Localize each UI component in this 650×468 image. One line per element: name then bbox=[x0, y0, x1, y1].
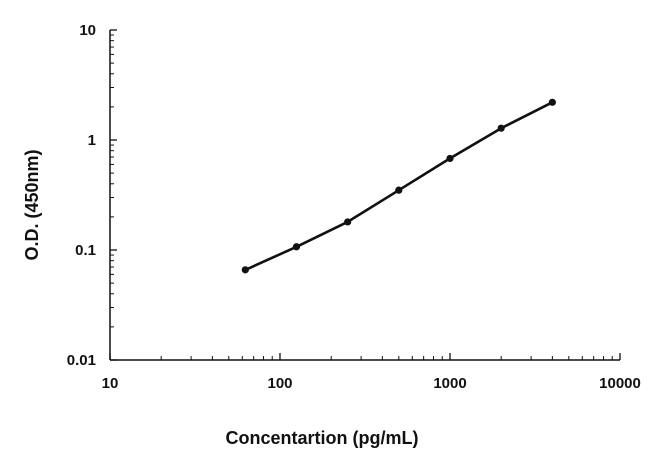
x-tick-label: 100 bbox=[267, 375, 292, 392]
x-tick-label: 10 bbox=[102, 375, 119, 392]
x-axis-ticks bbox=[109, 353, 621, 360]
y-tick-label: 1 bbox=[88, 132, 96, 149]
y-axis-title: O.D. (450nm) bbox=[22, 149, 42, 260]
data-point bbox=[497, 124, 505, 132]
data-point bbox=[344, 218, 352, 226]
x-tick-label: 1000 bbox=[433, 375, 466, 392]
x-tick-label: 10000 bbox=[599, 375, 641, 392]
data-point bbox=[241, 266, 249, 274]
plot-area: 0.01 0.1 1 10 10 100 1000 10000 bbox=[67, 22, 641, 392]
series-line bbox=[244, 101, 554, 272]
data-point bbox=[548, 98, 556, 106]
y-tick-label: 0.1 bbox=[75, 242, 96, 259]
data-point bbox=[292, 243, 301, 251]
y-tick-label: 0.01 bbox=[67, 352, 96, 369]
data-point bbox=[395, 186, 403, 194]
y-tick-labels: 0.01 0.1 1 10 bbox=[67, 22, 96, 369]
x-tick-labels: 10 100 1000 10000 bbox=[102, 375, 641, 392]
data-point bbox=[446, 154, 454, 163]
y-axis-ticks bbox=[110, 29, 117, 361]
series-layer bbox=[241, 98, 556, 274]
x-axis-title: Concentartion (pg/mL) bbox=[226, 428, 419, 448]
y-tick-label: 10 bbox=[79, 22, 96, 39]
